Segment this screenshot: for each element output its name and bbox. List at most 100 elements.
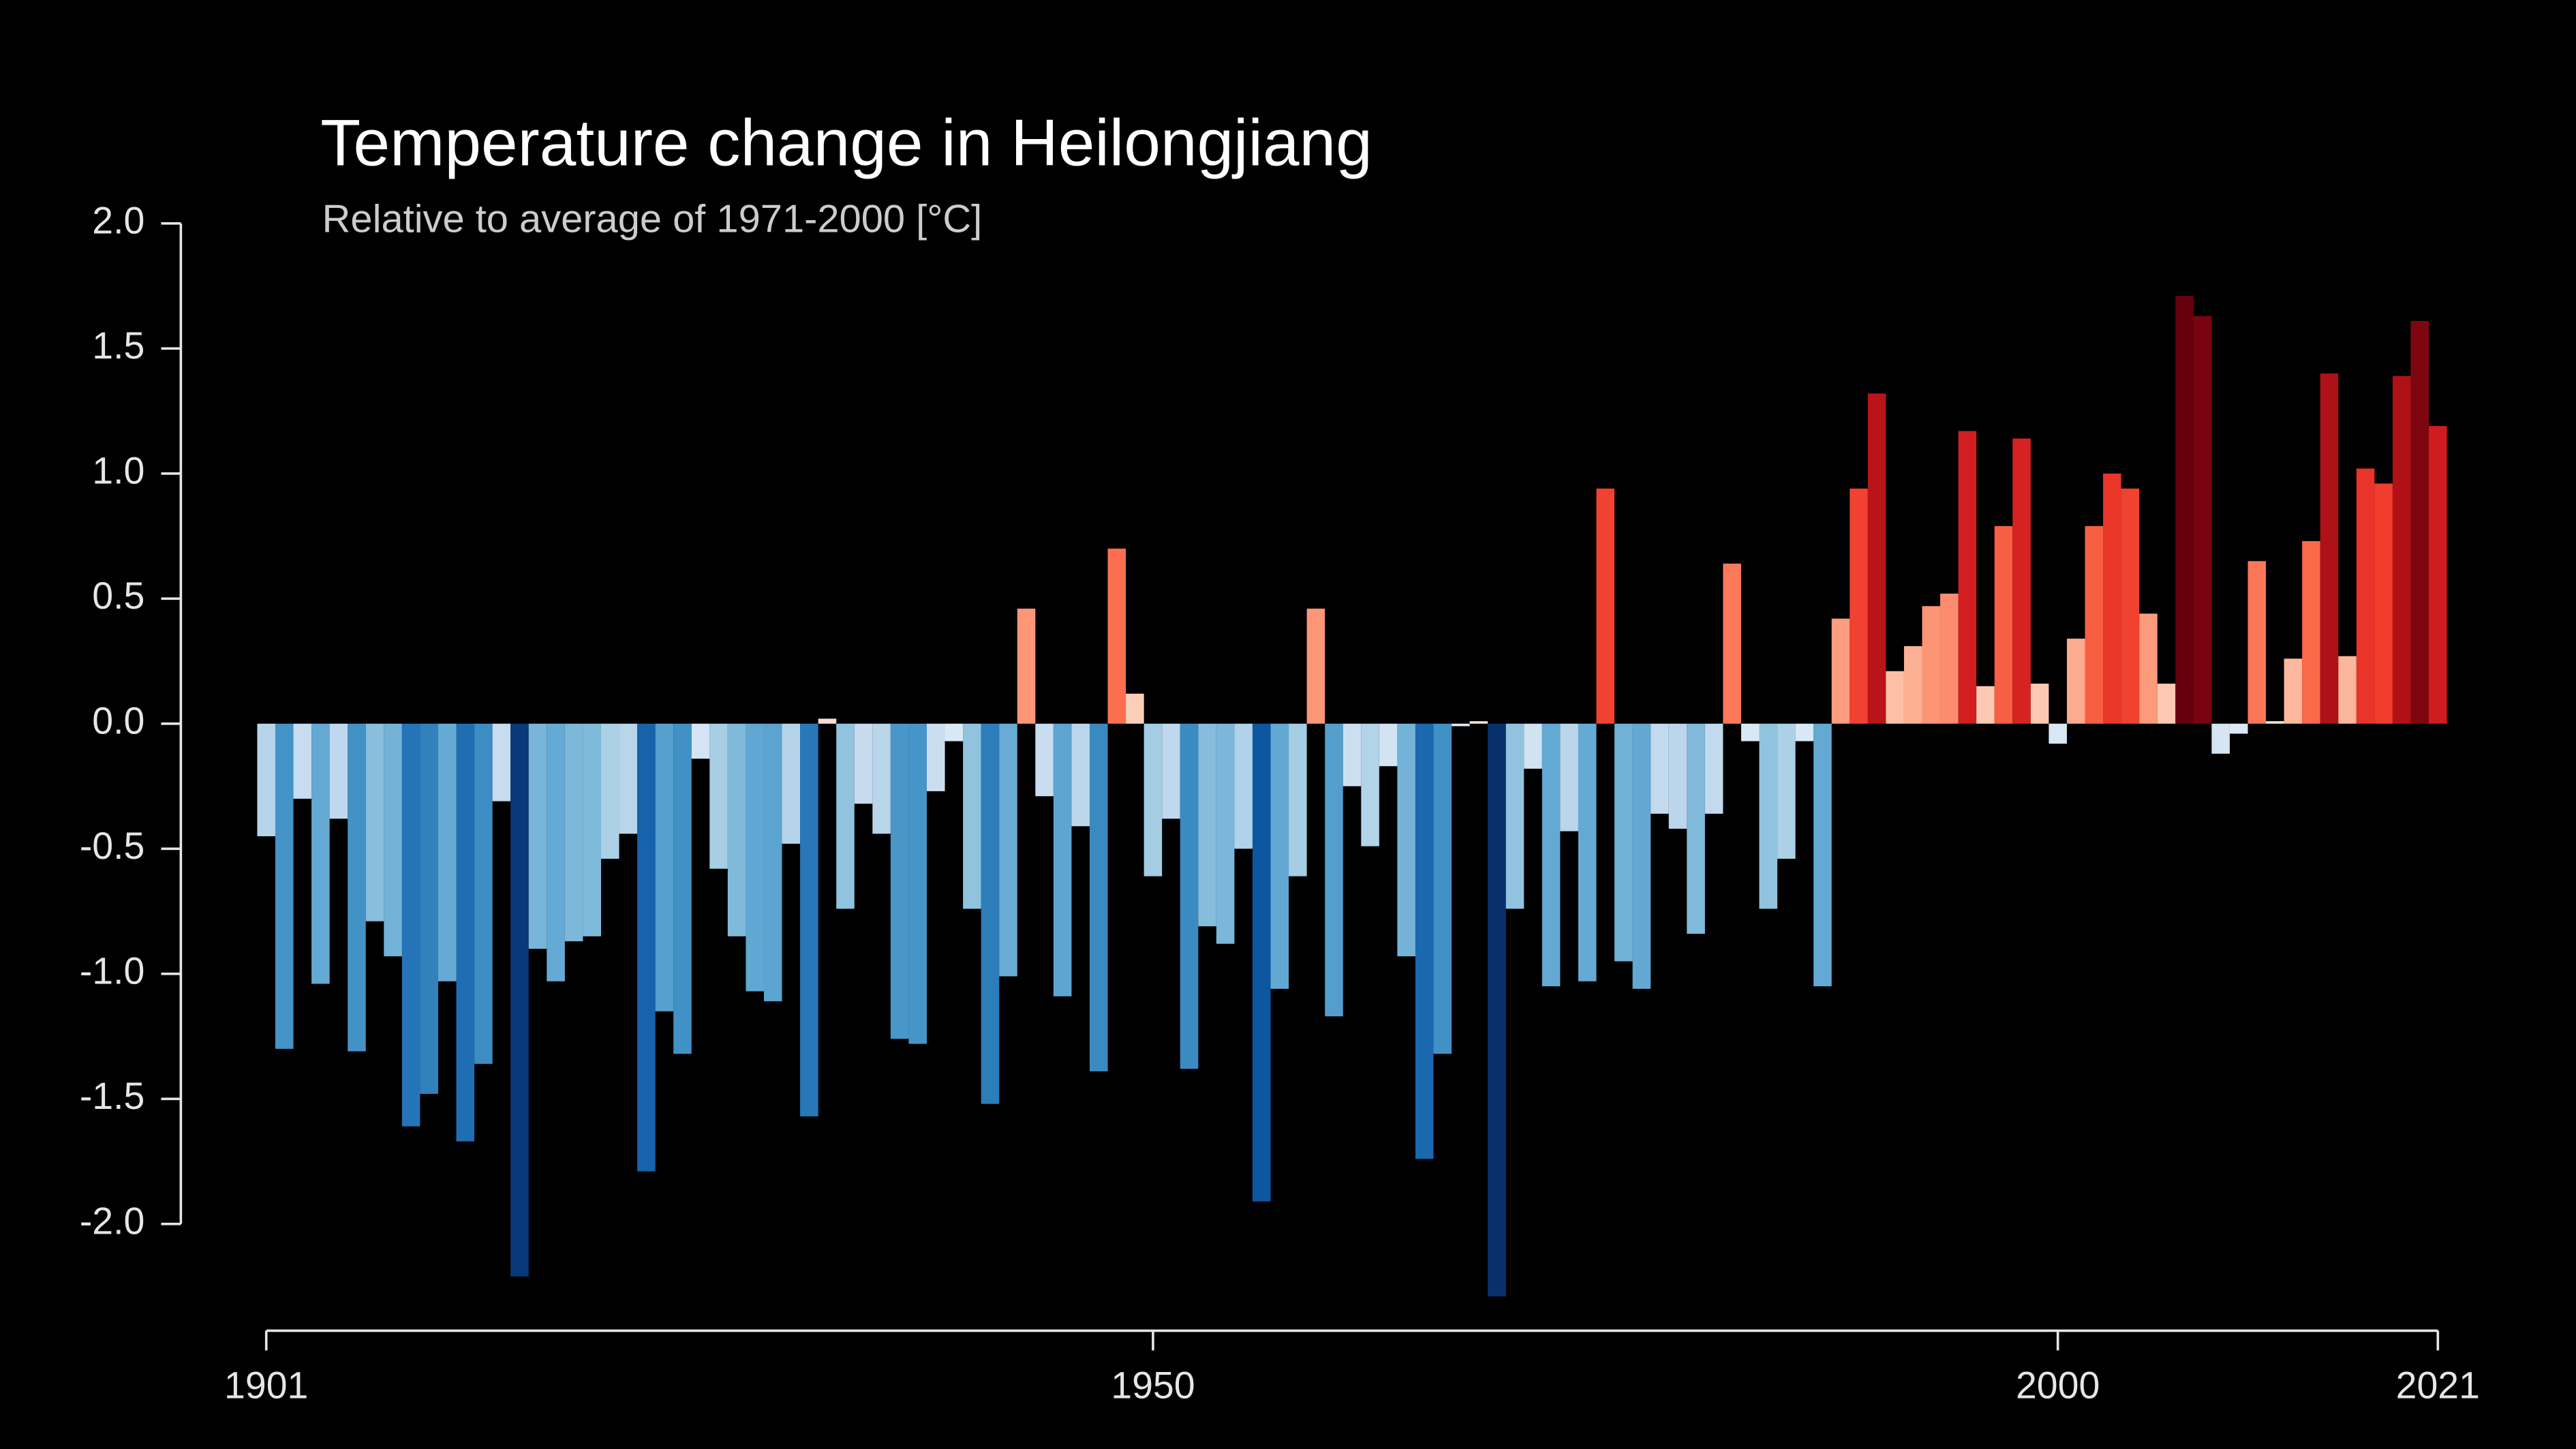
bar <box>1379 723 1398 767</box>
bar <box>329 723 348 819</box>
bar <box>854 723 873 804</box>
bar <box>1632 723 1651 989</box>
bar <box>583 723 601 936</box>
bar <box>1343 723 1362 787</box>
bar <box>2266 721 2284 724</box>
bar <box>2030 684 2049 724</box>
bar <box>1180 723 1199 1069</box>
bar <box>1668 723 1687 829</box>
bar <box>691 723 710 759</box>
bar <box>2374 483 2393 724</box>
bar <box>1813 723 1832 987</box>
bar <box>908 723 927 1044</box>
bar <box>510 723 529 1277</box>
bar <box>1089 723 1108 1071</box>
bar <box>600 723 619 859</box>
x-tick-label: 1901 <box>224 1364 308 1406</box>
bar <box>1687 723 1705 934</box>
bar <box>2157 684 2176 724</box>
bar <box>1903 646 1922 724</box>
bar <box>1614 723 1633 962</box>
bar <box>1035 723 1054 797</box>
bar <box>1994 525 2013 724</box>
bar <box>1741 723 1760 742</box>
bar <box>547 723 565 981</box>
bar <box>257 723 275 836</box>
bar <box>2085 525 2104 724</box>
bar <box>619 723 638 834</box>
bar <box>1958 431 1977 724</box>
bar <box>1777 723 1796 859</box>
bar <box>293 723 312 799</box>
bar <box>872 723 891 834</box>
bar <box>1488 723 1506 1297</box>
bar <box>1524 723 1542 769</box>
bar <box>2284 658 2303 724</box>
bar <box>1452 723 1470 727</box>
bar <box>2103 473 2121 724</box>
bar <box>1126 693 1144 724</box>
bar <box>1922 606 1941 724</box>
bar <box>1560 723 1578 832</box>
bar <box>420 723 438 1094</box>
bar <box>2392 376 2411 724</box>
bar <box>1723 563 1741 724</box>
bar <box>1397 723 1415 957</box>
bar <box>1361 723 1379 846</box>
bar <box>1505 723 1524 909</box>
y-tick-label: 0.5 <box>92 575 144 617</box>
bar <box>655 723 674 1011</box>
bar <box>836 723 855 909</box>
bar <box>1216 723 1235 944</box>
bar <box>782 723 801 844</box>
bar <box>1886 671 1904 724</box>
bar <box>1306 608 1325 724</box>
bar <box>2121 488 2140 724</box>
bar <box>1198 723 1216 927</box>
bar <box>1469 721 1488 724</box>
bar <box>1867 393 1886 724</box>
bar <box>800 723 818 1116</box>
bar <box>746 723 764 992</box>
bar <box>1976 686 1995 724</box>
bar <box>2320 373 2339 724</box>
bar <box>1596 488 1615 724</box>
bar <box>1234 723 1253 849</box>
bar <box>384 723 402 957</box>
y-tick-label: 0.0 <box>92 699 144 742</box>
x-tick-label: 1950 <box>1111 1364 1195 1406</box>
bar <box>2139 613 2158 724</box>
bar <box>727 723 746 936</box>
chart-subtitle: Relative to average of 1971-2000 [°C] <box>322 198 983 241</box>
bar <box>1162 723 1180 819</box>
bar <box>2193 316 2212 724</box>
y-tick-label: -0.5 <box>80 825 144 867</box>
y-tick-label: -2.0 <box>80 1200 144 1242</box>
bar <box>311 723 330 984</box>
y-tick-label: 1.0 <box>92 449 144 491</box>
bar <box>2211 723 2230 754</box>
bar <box>2302 540 2320 724</box>
bar <box>275 723 294 1049</box>
bar <box>1107 548 1126 724</box>
bar <box>564 723 583 942</box>
bar <box>1053 723 1072 996</box>
bar <box>2049 723 2067 744</box>
bar <box>1433 723 1452 1054</box>
bar <box>1940 593 1959 724</box>
bar <box>2175 296 2194 724</box>
bar <box>1850 488 1868 724</box>
bar <box>1252 723 1271 1202</box>
chart-title: Temperature change in Heilongjiang <box>320 106 1372 179</box>
bar <box>999 723 1017 977</box>
bar <box>945 723 964 742</box>
bar <box>1831 618 1850 724</box>
bar <box>1144 723 1163 876</box>
bar <box>1325 723 1343 1017</box>
bar <box>1578 723 1597 981</box>
bar <box>1704 723 1723 814</box>
bar <box>1542 723 1561 987</box>
bar <box>763 723 782 1002</box>
